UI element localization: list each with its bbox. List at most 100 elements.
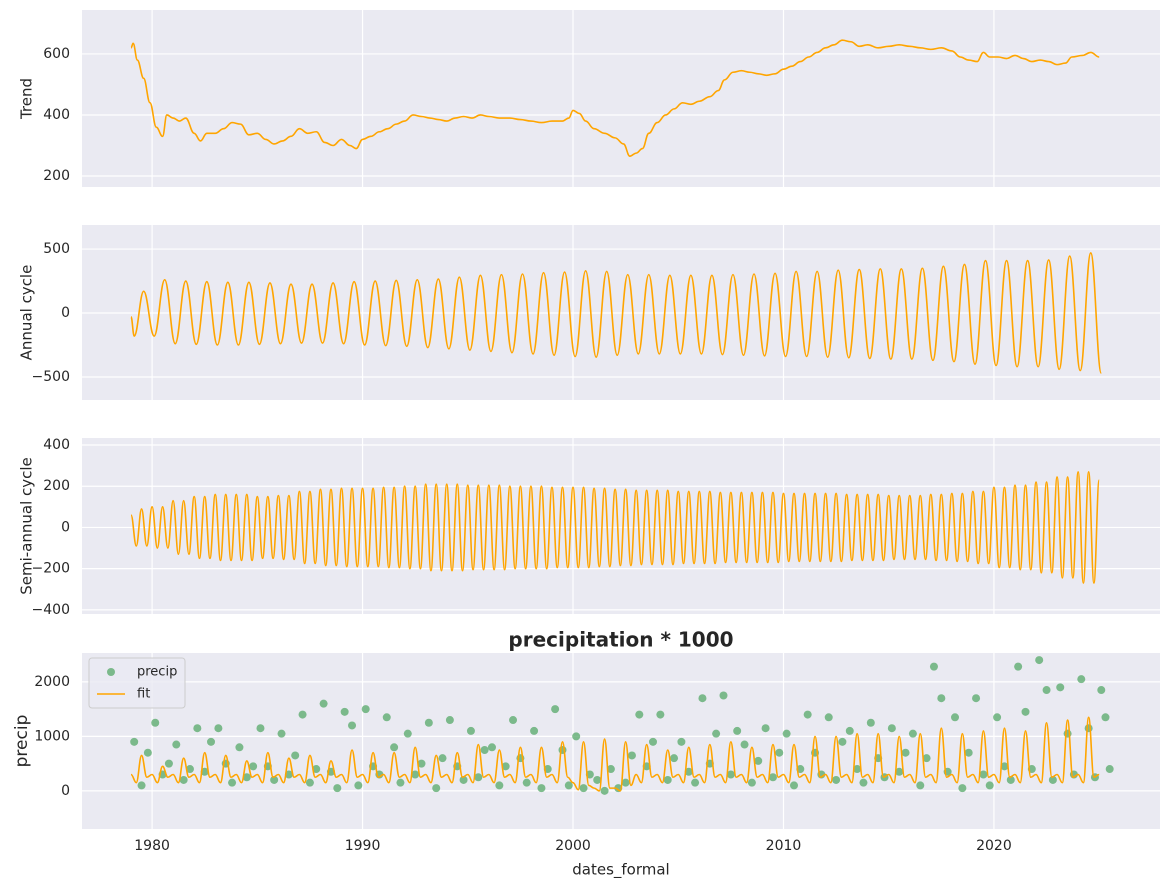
scatter-point: [214, 724, 223, 733]
scatter-point: [466, 726, 475, 735]
x-tick-label: 1990: [345, 838, 381, 854]
line: [130, 716, 1100, 792]
scatter-point: [1014, 662, 1023, 671]
x-tick-label: 1980: [134, 838, 170, 854]
scatter-point: [137, 781, 146, 790]
plot: [82, 653, 1160, 829]
scatter-point: [249, 762, 258, 771]
scatter-point: [951, 713, 960, 722]
y-tick-label: 200: [43, 478, 70, 494]
scatter-point: [1035, 656, 1044, 665]
y-tick-label: 600: [43, 46, 70, 62]
scatter-point: [677, 737, 686, 746]
scatter-point: [1000, 762, 1009, 771]
scatter-point: [1105, 765, 1114, 774]
scatter-point: [768, 773, 777, 782]
scatter-point: [964, 748, 973, 757]
scatter-point: [761, 724, 770, 733]
scatter-point: [228, 778, 237, 787]
scatter-point: [382, 713, 391, 722]
scatter-point: [277, 729, 286, 738]
scatter-point: [1056, 683, 1065, 692]
scatter-point: [1042, 686, 1051, 695]
scatter-point: [291, 751, 300, 760]
scatter-point: [937, 694, 946, 703]
scatter-point: [656, 710, 665, 719]
scatter-point: [670, 754, 679, 763]
scatter-point: [487, 743, 496, 752]
scatter-point: [193, 724, 202, 733]
scatter-point: [627, 751, 636, 760]
scatter-point: [1048, 775, 1057, 784]
scatter-point: [698, 694, 707, 703]
scatter-point: [179, 775, 188, 784]
y-axis-label: precip: [12, 715, 32, 768]
y-tick-label: 400: [43, 437, 70, 453]
y-tick-label: 500: [43, 241, 70, 257]
scatter-point: [495, 781, 504, 790]
scatter-point: [747, 778, 756, 787]
y-tick-label: 0: [61, 783, 70, 799]
y-tick-label: 0: [61, 305, 70, 321]
scatter-point: [579, 784, 588, 793]
scatter-point: [635, 710, 644, 719]
scatter-point: [824, 713, 833, 722]
scatter-point: [551, 705, 560, 714]
scatter-point: [908, 729, 917, 738]
scatter-point: [691, 778, 700, 787]
scatter-point: [207, 737, 216, 746]
scatter-point: [200, 767, 209, 776]
legend-label: precip: [137, 665, 177, 680]
scatter-point: [151, 718, 160, 727]
scatter-point: [648, 737, 657, 746]
scatter-point: [459, 775, 468, 784]
scatter-point: [887, 724, 896, 733]
scatter-point: [572, 732, 581, 741]
scatter-point: [895, 767, 904, 776]
y-axis-label: Trend: [18, 78, 36, 120]
scatter-point: [606, 765, 615, 774]
legend-marker: [107, 668, 115, 676]
scatter-point: [593, 775, 602, 784]
scatter-point: [340, 707, 349, 716]
scatter-point: [411, 770, 420, 779]
scatter-point: [958, 784, 967, 793]
y-tick-label: 400: [43, 107, 70, 123]
scatter-point: [1063, 729, 1072, 738]
scatter-point: [143, 748, 152, 757]
scatter-point: [1006, 775, 1015, 784]
scatter-point: [235, 743, 244, 752]
scatter-point: [333, 784, 342, 793]
scatter-point: [438, 754, 447, 763]
scatter-point: [361, 705, 370, 714]
scatter-point: [172, 740, 181, 749]
scatter-point: [558, 745, 567, 754]
scatter-point: [832, 775, 841, 784]
scatter-point: [859, 778, 868, 787]
chart-title: precipitation * 1000: [508, 628, 733, 652]
scatter-point: [501, 762, 510, 771]
scatter-point: [298, 710, 307, 719]
scatter-point: [164, 759, 173, 768]
scatter-point: [719, 691, 728, 700]
y-tick-label: −200: [32, 561, 70, 577]
scatter-point: [916, 781, 925, 790]
y-tick-label: −400: [32, 602, 70, 618]
y-axis-label: Semi-annual cycle: [18, 457, 36, 595]
scatter-point: [530, 726, 539, 735]
scatter-point: [270, 775, 279, 784]
scatter-point: [319, 699, 328, 708]
scatter-point: [1084, 724, 1093, 733]
scatter-point: [284, 770, 293, 779]
scatter-point: [803, 710, 812, 719]
scatter-point: [312, 765, 321, 774]
scatter-point: [853, 765, 862, 774]
scatter-point: [621, 778, 630, 787]
scatter-point: [403, 729, 412, 738]
y-axis-label: Annual cycle: [18, 265, 36, 361]
scatter-point: [845, 726, 854, 735]
scatter-point: [1077, 675, 1086, 684]
scatter-point: [979, 770, 988, 779]
